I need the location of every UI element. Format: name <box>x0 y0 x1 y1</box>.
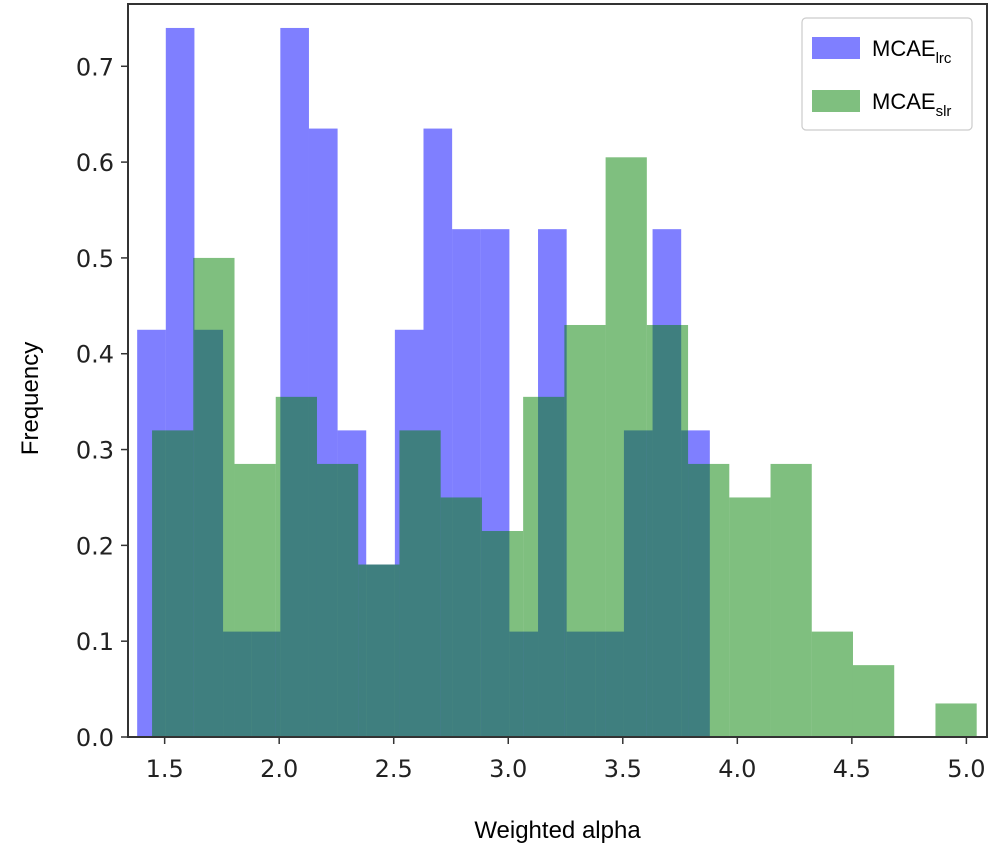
y-tick-label: 0.7 <box>76 53 114 81</box>
bar-slr-14 <box>729 497 771 737</box>
x-tick-label: 2.5 <box>375 755 413 783</box>
x-axis: 1.5 2.0 2.5 3.0 3.5 4.0 4.5 5.0 <box>146 737 985 783</box>
x-tick-label: 2.0 <box>260 755 298 783</box>
x-tick-label: 1.5 <box>146 755 184 783</box>
bar-slr-10 <box>564 324 606 737</box>
bar-slr-9 <box>523 396 565 737</box>
y-axis: 0.0 0.1 0.2 0.3 0.4 0.5 0.6 0.7 <box>76 53 128 752</box>
y-axis-label: Frequency <box>17 342 44 455</box>
y-tick-label: 0.5 <box>76 245 114 273</box>
y-tick-label: 0.4 <box>76 341 114 369</box>
x-tick-label: 3.0 <box>489 755 527 783</box>
x-tick-label: 4.0 <box>718 755 756 783</box>
bar-slr-3 <box>275 396 317 737</box>
y-tick-label: 0.1 <box>76 628 114 656</box>
y-tick-label: 0.0 <box>76 724 114 752</box>
bar-slr-13 <box>688 463 730 737</box>
bar-slr-19 <box>935 703 977 737</box>
bar-slr-15 <box>770 463 812 737</box>
bar-slr-7 <box>440 497 482 737</box>
bar-slr-2 <box>234 463 276 737</box>
bar-slr-4 <box>316 463 359 737</box>
bar-slr-8 <box>481 530 524 737</box>
bar-slr-12 <box>646 324 689 737</box>
legend-label-lrc: MCAElrc <box>872 36 952 67</box>
series-slr <box>152 157 977 737</box>
bar-slr-6 <box>399 430 441 737</box>
bar-slr-17 <box>852 665 895 737</box>
legend: MCAElrc MCAEslr <box>801 17 973 131</box>
y-tick-label: 0.6 <box>76 149 114 177</box>
legend-swatch-slr <box>812 90 860 112</box>
bar-slr-16 <box>811 631 853 737</box>
bars-layer <box>137 27 977 738</box>
x-axis-label: Weighted alpha <box>474 817 641 844</box>
bar-slr-5 <box>358 564 400 737</box>
bar-slr-1 <box>193 257 235 737</box>
bar-slr-11 <box>605 157 647 737</box>
plot-frame <box>127 3 988 738</box>
x-tick-label: 4.5 <box>833 755 871 783</box>
legend-label-slr: MCAEslr <box>872 89 951 120</box>
legend-swatch-lrc <box>812 37 860 59</box>
y-tick-label: 0.3 <box>76 437 114 465</box>
x-tick-label: 3.5 <box>604 755 642 783</box>
x-tick-label: 5.0 <box>947 755 985 783</box>
bar-slr-0 <box>152 430 194 737</box>
y-tick-label: 0.2 <box>76 532 114 560</box>
